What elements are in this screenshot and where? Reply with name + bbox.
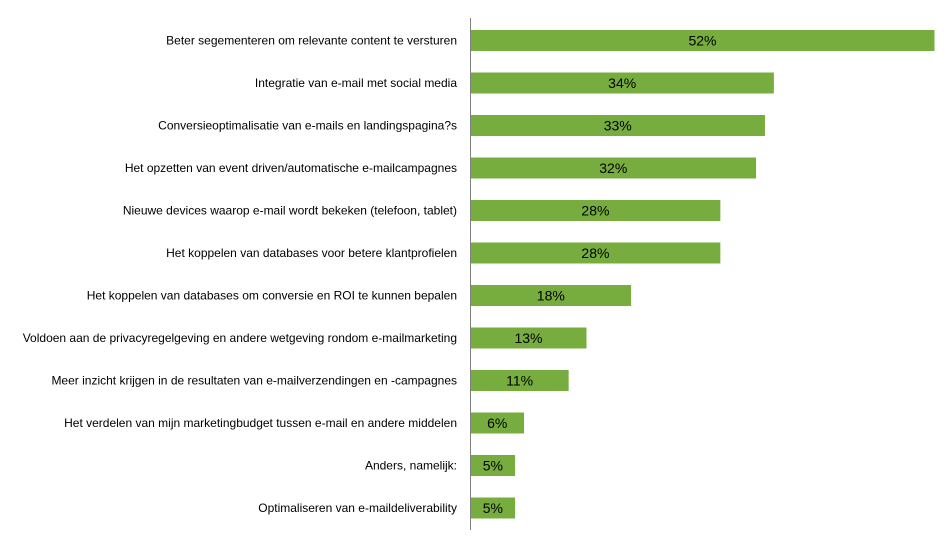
- value-labels: 52% 34% 33% 32% 28% 28% 18% 13% 11% 6% 5% 5%: [483, 33, 717, 517]
- bar: [470, 370, 569, 391]
- bar: [470, 285, 632, 306]
- bar: [470, 72, 774, 94]
- bar: [470, 30, 935, 51]
- value-label: 5%: [483, 458, 503, 474]
- bar: [470, 242, 721, 264]
- bar: [470, 115, 765, 136]
- value-label: 28%: [581, 203, 609, 219]
- value-label: 34%: [608, 75, 636, 91]
- value-label: 18%: [537, 288, 565, 304]
- bars: [470, 30, 935, 519]
- bar: [470, 412, 525, 434]
- value-label: 32%: [599, 160, 627, 176]
- category-label: Voldoen aan de privacyregelgeving en and…: [23, 331, 457, 345]
- category-label: Integratie van e-mail met social media: [255, 76, 457, 90]
- bar: [470, 200, 721, 221]
- value-label: 13%: [514, 330, 542, 346]
- bar: [470, 327, 587, 349]
- value-label: 11%: [506, 373, 533, 389]
- value-label: 28%: [581, 245, 609, 261]
- category-label: Beter segementeren om relevante content …: [166, 34, 457, 48]
- bar: [470, 157, 757, 179]
- category-label: Meer inzicht krijgen in de resultaten va…: [51, 374, 457, 388]
- category-label: Het verdelen van mijn marketingbudget tu…: [64, 416, 457, 430]
- category-label: Het koppelen van databases voor betere k…: [166, 246, 457, 260]
- category-label: Nieuwe devices waarop e-mail wordt bekek…: [123, 204, 457, 218]
- value-label: 52%: [688, 33, 716, 49]
- value-label: 6%: [487, 415, 507, 431]
- category-label: Het opzetten van event driven/automatisc…: [125, 161, 457, 175]
- category-label: Anders, namelijk:: [365, 459, 457, 473]
- bar: [470, 455, 516, 476]
- category-label: Het koppelen van databases om conversie …: [87, 289, 457, 303]
- bar: [470, 497, 516, 519]
- value-label: 33%: [604, 118, 632, 134]
- category-label: Conversieoptimalisatie van e-mails en la…: [158, 119, 457, 133]
- value-label: 5%: [483, 500, 503, 516]
- category-labels: Beter segementeren om relevante content …: [23, 34, 458, 516]
- category-label: Optimaliseren van e-maildeliverability: [258, 501, 457, 515]
